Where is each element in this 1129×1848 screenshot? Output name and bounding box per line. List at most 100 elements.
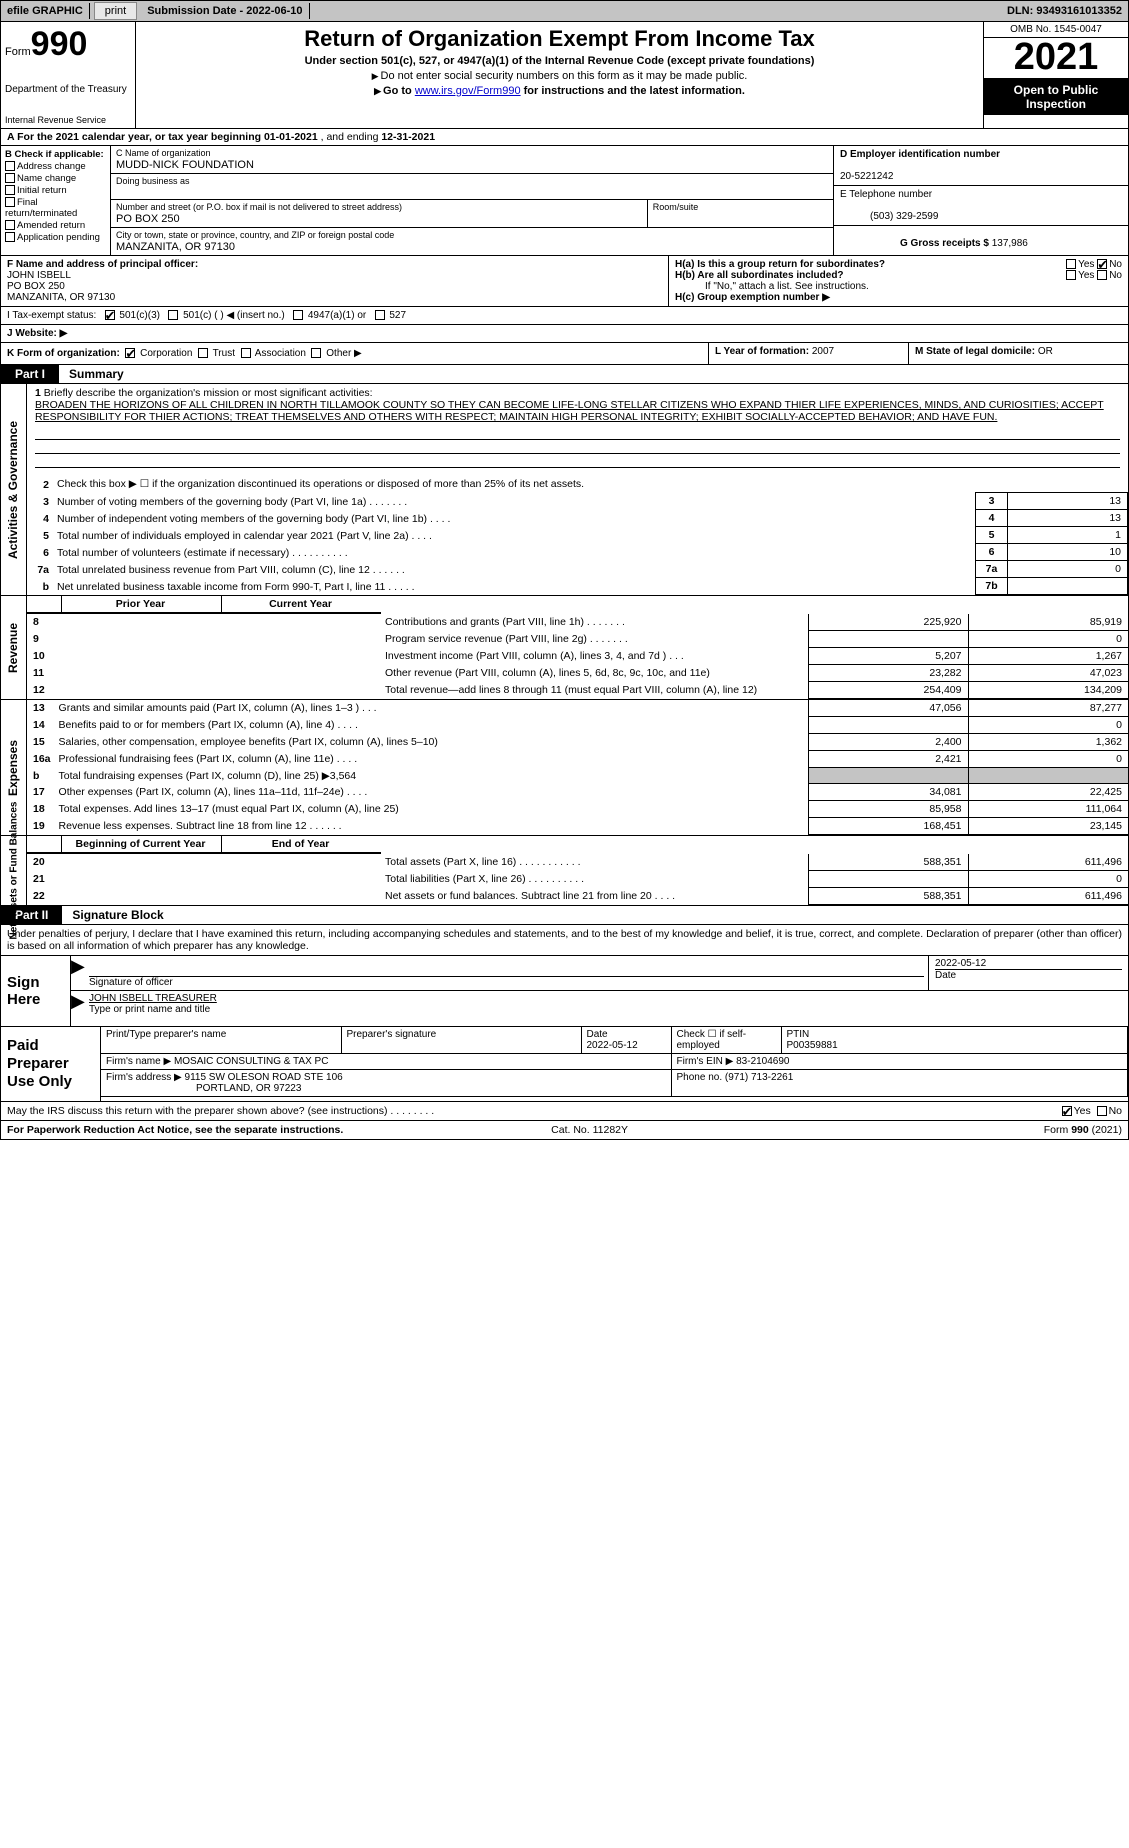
open-line1: Open to Public xyxy=(1014,83,1099,97)
c-name-label: C Name of organization xyxy=(116,148,828,158)
preparer-table: Print/Type preparer's name Preparer's si… xyxy=(101,1027,1128,1097)
sign-date-label: Date xyxy=(935,969,1122,981)
prep-row-1: Print/Type preparer's name Preparer's si… xyxy=(101,1027,1128,1054)
goto-line: Go to www.irs.gov/Form990 for instructio… xyxy=(142,85,977,97)
part-i-title: Summary xyxy=(59,365,134,383)
c-street-value: PO BOX 250 xyxy=(116,213,642,225)
blank-line xyxy=(35,440,1120,454)
f-cell: F Name and address of principal officer:… xyxy=(1,256,668,306)
gov-row-7b: bNet unrelated business taxable income f… xyxy=(27,578,1128,595)
part-i-header: Part I Summary xyxy=(1,365,1128,384)
prep-ptin-cell: PTINP00359881 xyxy=(781,1027,1128,1054)
line-a-begin: 01-01-2021 xyxy=(264,131,318,143)
sign-name-cell: JOHN ISBELL TREASURER Type or print name… xyxy=(85,991,1128,1017)
efile-bar: efile GRAPHIC print Submission Date - 20… xyxy=(0,0,1129,22)
prep-firm-ein: Firm's EIN ▶ 83-2104690 xyxy=(671,1054,1128,1070)
col-c: C Name of organization MUDD-NICK FOUNDAT… xyxy=(111,146,833,255)
sign-date-value: 2022-05-12 xyxy=(935,958,986,969)
i-opt3: 4947(a)(1) or xyxy=(308,310,366,321)
gov-row-6: 6Total number of volunteers (estimate if… xyxy=(27,544,1128,561)
chk-final[interactable]: Final return/terminated xyxy=(5,197,106,219)
c-room-label: Room/suite xyxy=(653,202,828,212)
section-expenses: Expenses 13Grants and similar amounts pa… xyxy=(1,700,1128,836)
b-label: B Check if applicable: xyxy=(5,149,104,160)
prep-row-3: Firm's address ▶ 9115 SW OLESON ROAD STE… xyxy=(101,1070,1128,1097)
net-row-21: 21Total liabilities (Part X, line 26) . … xyxy=(27,871,1128,888)
blank-line xyxy=(35,454,1120,468)
part-i-tab: Part I xyxy=(1,365,59,383)
netassets-body: Beginning of Current YearEnd of Year 20T… xyxy=(27,836,1128,905)
efile-label: efile GRAPHIC xyxy=(1,3,90,19)
sign-name-value: JOHN ISBELL TREASURER xyxy=(89,993,1124,1004)
part-ii-title: Signature Block xyxy=(62,906,173,924)
rev-row-11: 11Other revenue (Part VIII, column (A), … xyxy=(27,665,1128,682)
j-cell: J Website: ▶ xyxy=(1,325,1128,342)
print-button[interactable]: print xyxy=(94,2,137,20)
d-phone-row: E Telephone number (503) 329-2599 xyxy=(834,186,1128,226)
d-gross-row: G Gross receipts $ 137,986 xyxy=(834,226,1128,252)
expenses-body: 13Grants and similar amounts paid (Part … xyxy=(27,700,1128,835)
rev-row-10: 10Investment income (Part VIII, column (… xyxy=(27,648,1128,665)
side-governance: Activities & Governance xyxy=(1,384,27,595)
h-c: H(c) Group exemption number ▶ xyxy=(675,292,1122,303)
chk-name[interactable]: Name change xyxy=(5,173,106,184)
form-title: Return of Organization Exempt From Incom… xyxy=(142,26,977,52)
form-number-value: 990 xyxy=(31,25,88,63)
h-a-label: H(a) Is this a group return for subordin… xyxy=(675,259,885,270)
sign-area: SignHere ▶ Signature of officer 2022-05-… xyxy=(1,956,1128,1027)
d-gross-label: G Gross receipts $ xyxy=(840,238,992,249)
h-b-note: If "No," attach a list. See instructions… xyxy=(675,281,1122,292)
c-name-value: MUDD-NICK FOUNDATION xyxy=(116,159,828,171)
row-j: J Website: ▶ xyxy=(1,325,1128,343)
f-label: F Name and address of principal officer: xyxy=(7,259,198,270)
chk-initial[interactable]: Initial return xyxy=(5,185,106,196)
exp-row-19: 19Revenue less expenses. Subtract line 1… xyxy=(27,818,1128,835)
goto-link[interactable]: www.irs.gov/Form990 xyxy=(415,85,521,97)
line-a-end: 12-31-2021 xyxy=(381,131,435,143)
h-b-label: H(b) Are all subordinates included? xyxy=(675,270,844,281)
header-middle: Return of Organization Exempt From Incom… xyxy=(136,22,983,128)
sign-row-2: ▶ JOHN ISBELL TREASURER Type or print na… xyxy=(71,991,1128,1017)
m-cell: M State of legal domicile: OR xyxy=(908,343,1128,364)
ssn-note: Do not enter social security numbers on … xyxy=(142,70,977,82)
header-left: Form990 Department of the Treasury Inter… xyxy=(1,22,136,128)
rev-hdr: Prior YearCurrent Year xyxy=(27,596,381,614)
j-label: J Website: ▶ xyxy=(7,328,67,339)
part-ii-header: Part II Signature Block xyxy=(1,906,1128,925)
mission-num: 1 xyxy=(35,387,41,399)
k-label: K Form of organization: xyxy=(7,348,120,359)
h-b: H(b) Are all subordinates included? Yes … xyxy=(675,270,1122,281)
submission-date: 2022-06-10 xyxy=(246,5,302,17)
submission-cell: Submission Date - 2022-06-10 xyxy=(141,3,309,19)
submission-label: Submission Date - xyxy=(147,5,246,17)
line-a-prefix: A For the 2021 calendar year, or tax yea… xyxy=(7,131,264,143)
prep-firm-name: Firm's name ▶ MOSAIC CONSULTING & TAX PC xyxy=(101,1054,671,1070)
chk-amended[interactable]: Amended return xyxy=(5,220,106,231)
goto-prefix: Go to xyxy=(374,85,415,97)
f-street: PO BOX 250 xyxy=(7,281,65,292)
f-name: JOHN ISBELL xyxy=(7,270,71,281)
tax-year: 2021 xyxy=(984,38,1128,79)
chk-address[interactable]: Address change xyxy=(5,161,106,172)
col-b: B Check if applicable: Address change Na… xyxy=(1,146,111,255)
mission-text: BROADEN THE HORIZONS OF ALL CHILDREN IN … xyxy=(35,399,1104,423)
governance-table: 2Check this box ▶ ☐ if the organization … xyxy=(27,476,1128,595)
dln-label: DLN: xyxy=(1007,5,1036,17)
section-governance: Activities & Governance 1 Briefly descri… xyxy=(1,384,1128,596)
goto-suffix: for instructions and the latest informat… xyxy=(521,85,745,97)
sign-name-label: Type or print name and title xyxy=(89,1004,1124,1015)
f-city: MANZANITA, OR 97130 xyxy=(7,292,115,303)
prep-firm-addr: Firm's address ▶ 9115 SW OLESON ROAD STE… xyxy=(101,1070,671,1097)
k-cell: K Form of organization: Corporation Trus… xyxy=(1,343,708,364)
block-bcd: B Check if applicable: Address change Na… xyxy=(1,146,1128,256)
c-dba-label: Doing business as xyxy=(116,176,828,186)
chk-pending[interactable]: Application pending xyxy=(5,232,106,243)
sig-declaration: Under penalties of perjury, I declare th… xyxy=(1,925,1128,956)
preparer-body: Print/Type preparer's name Preparer's si… xyxy=(101,1027,1128,1101)
sign-officer-cell: Signature of officer xyxy=(85,956,928,990)
exp-row-17: 17Other expenses (Part IX, column (A), l… xyxy=(27,784,1128,801)
preparer-label: PaidPreparerUse Only xyxy=(1,1027,101,1101)
exp-row-18: 18Total expenses. Add lines 13–17 (must … xyxy=(27,801,1128,818)
discuss-q: May the IRS discuss this return with the… xyxy=(7,1105,434,1117)
side-revenue: Revenue xyxy=(1,596,27,699)
